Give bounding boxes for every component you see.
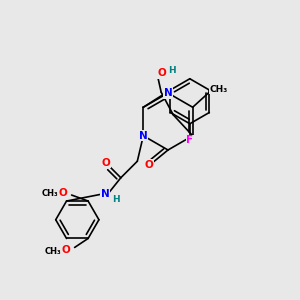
Text: CH₃: CH₃ (209, 85, 227, 94)
Text: O: O (101, 158, 110, 168)
Text: F: F (186, 135, 194, 145)
Text: H: H (168, 66, 176, 75)
Text: O: O (62, 245, 70, 256)
Text: N: N (139, 131, 148, 141)
Text: CH₃: CH₃ (45, 247, 61, 256)
Text: N: N (101, 189, 110, 199)
Text: O: O (59, 188, 68, 198)
Text: H: H (112, 195, 120, 204)
Text: O: O (158, 68, 166, 78)
Text: O: O (145, 160, 154, 170)
Text: CH₃: CH₃ (42, 189, 58, 198)
Text: N: N (164, 88, 172, 98)
